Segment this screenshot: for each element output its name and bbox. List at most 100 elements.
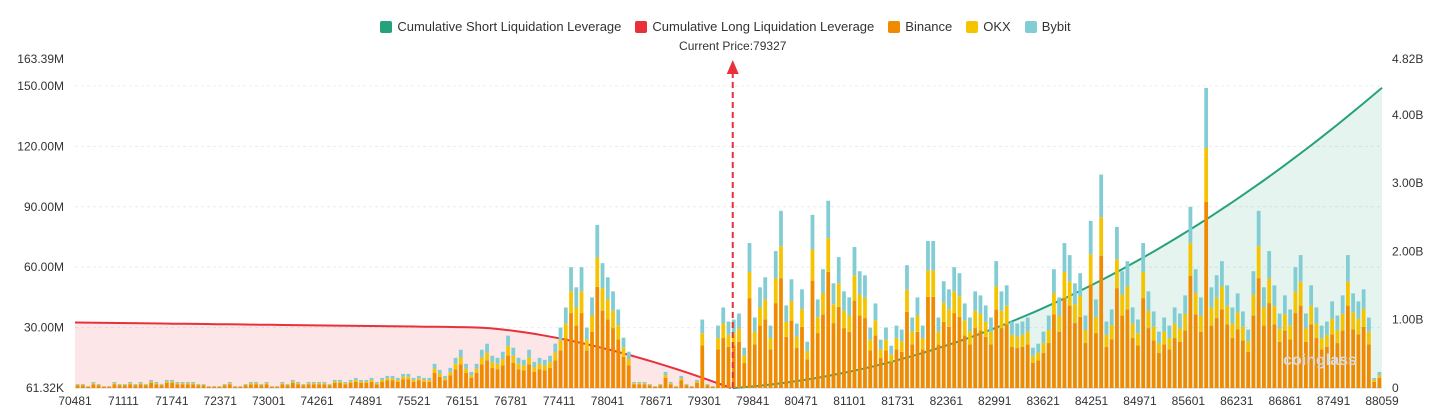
bar-bybit[interactable]	[453, 357, 458, 364]
bar-bybit[interactable]	[133, 383, 138, 385]
bar-binance[interactable]	[553, 360, 558, 388]
bar-bybit[interactable]	[159, 383, 164, 385]
bar-binance[interactable]	[863, 318, 867, 388]
bar-bybit[interactable]	[1004, 285, 1009, 306]
bar-binance[interactable]	[705, 385, 710, 389]
bar-bybit[interactable]	[285, 383, 290, 385]
bar-bybit[interactable]	[469, 371, 474, 376]
bar-bybit[interactable]	[1162, 317, 1167, 332]
bar-okx[interactable]	[296, 383, 300, 385]
bar-okx[interactable]	[747, 272, 752, 299]
bar-bybit[interactable]	[621, 337, 626, 348]
bar-okx[interactable]	[842, 310, 846, 329]
bar-binance[interactable]	[815, 333, 820, 388]
bar-okx[interactable]	[1120, 294, 1125, 316]
bar-okx[interactable]	[941, 302, 946, 322]
bar-binance[interactable]	[327, 385, 332, 389]
bar-bybit[interactable]	[705, 383, 710, 385]
bar-bybit[interactable]	[931, 241, 936, 271]
bar-okx[interactable]	[857, 294, 862, 316]
bar-binance[interactable]	[80, 385, 85, 389]
bar-bybit[interactable]	[196, 383, 201, 385]
bar-bybit[interactable]	[1262, 287, 1266, 308]
bar-okx[interactable]	[1052, 292, 1056, 315]
bar-bybit[interactable]	[1377, 371, 1382, 376]
bar-bybit[interactable]	[842, 291, 846, 311]
bar-binance[interactable]	[1046, 343, 1051, 388]
bar-bybit[interactable]	[1067, 255, 1072, 282]
bar-okx[interactable]	[605, 299, 610, 320]
bar-bybit[interactable]	[852, 247, 857, 276]
bar-bybit[interactable]	[831, 283, 836, 305]
bar-bybit[interactable]	[164, 379, 169, 382]
bar-bybit[interactable]	[815, 299, 820, 318]
bar-okx[interactable]	[847, 315, 852, 332]
bar-bybit[interactable]	[527, 349, 531, 358]
bar-bybit[interactable]	[579, 267, 584, 292]
bar-okx[interactable]	[149, 381, 153, 384]
bar-binance[interactable]	[847, 331, 852, 388]
bar-binance[interactable]	[1366, 344, 1371, 388]
bar-bybit[interactable]	[595, 224, 600, 258]
bar-bybit[interactable]	[994, 261, 999, 287]
bar-okx[interactable]	[642, 383, 647, 385]
bar-okx[interactable]	[1036, 352, 1041, 361]
bar-binance[interactable]	[217, 386, 222, 388]
bar-bybit[interactable]	[474, 363, 479, 369]
bar-okx[interactable]	[695, 381, 699, 384]
bar-okx[interactable]	[868, 339, 873, 351]
bar-bybit[interactable]	[542, 359, 547, 366]
bar-bybit[interactable]	[1214, 275, 1219, 298]
bar-bybit[interactable]	[301, 383, 306, 385]
bar-binance[interactable]	[500, 365, 505, 388]
bar-binance[interactable]	[201, 385, 206, 389]
bar-okx[interactable]	[1345, 281, 1350, 306]
bar-binance[interactable]	[369, 381, 374, 388]
bar-binance[interactable]	[1073, 323, 1077, 388]
bar-okx[interactable]	[789, 301, 794, 321]
bar-binance[interactable]	[154, 384, 159, 388]
bar-okx[interactable]	[658, 384, 663, 386]
bar-binance[interactable]	[1125, 309, 1130, 388]
bar-bybit[interactable]	[1178, 313, 1182, 329]
bar-binance[interactable]	[1183, 330, 1188, 388]
bar-okx[interactable]	[1267, 278, 1272, 304]
bar-bybit[interactable]	[411, 377, 416, 380]
bar-binance[interactable]	[758, 325, 762, 388]
bar-okx[interactable]	[479, 357, 484, 365]
bar-okx[interactable]	[836, 283, 841, 307]
bar-bybit[interactable]	[779, 210, 783, 247]
bar-binance[interactable]	[348, 383, 353, 388]
bar-binance[interactable]	[1283, 330, 1287, 388]
bar-bybit[interactable]	[149, 379, 153, 382]
bar-bybit[interactable]	[1104, 321, 1109, 335]
bar-bybit[interactable]	[1062, 243, 1067, 273]
bar-binance[interactable]	[642, 384, 647, 388]
bar-okx[interactable]	[595, 257, 600, 287]
bar-bybit[interactable]	[1351, 293, 1356, 313]
bar-okx[interactable]	[317, 383, 321, 385]
bar-binance[interactable]	[1209, 325, 1214, 388]
bar-okx[interactable]	[264, 383, 269, 385]
bar-bybit[interactable]	[385, 375, 390, 379]
bar-okx[interactable]	[548, 362, 552, 369]
bar-binance[interactable]	[1293, 313, 1298, 388]
bar-okx[interactable]	[1020, 334, 1025, 347]
bar-bybit[interactable]	[789, 279, 794, 302]
bar-binance[interactable]	[359, 383, 363, 388]
bar-binance[interactable]	[616, 339, 621, 388]
bar-bybit[interactable]	[500, 351, 505, 360]
bar-bybit[interactable]	[569, 267, 573, 292]
bar-okx[interactable]	[138, 383, 143, 385]
bar-binance[interactable]	[238, 386, 243, 388]
bar-bybit[interactable]	[968, 317, 972, 332]
bar-okx[interactable]	[1115, 259, 1119, 289]
bar-bybit[interactable]	[521, 359, 526, 366]
bar-bybit[interactable]	[122, 383, 127, 385]
bar-bybit[interactable]	[905, 265, 909, 290]
bar-bybit[interactable]	[259, 383, 264, 385]
bar-okx[interactable]	[1088, 254, 1093, 285]
bar-bybit[interactable]	[637, 381, 642, 384]
legend-item-short-cumulative[interactable]: Cumulative Short Liquidation Leverage	[380, 19, 621, 34]
bar-okx[interactable]	[537, 363, 542, 370]
